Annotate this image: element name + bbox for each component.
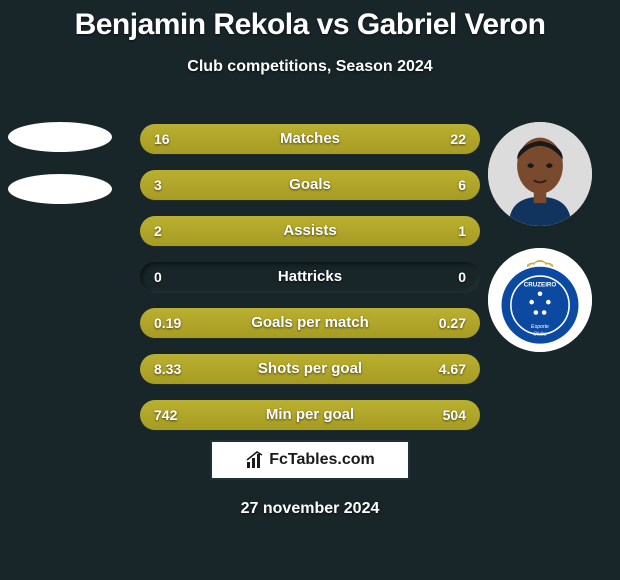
stat-row: 1622Matches	[140, 124, 480, 154]
stat-row: 742504Min per goal	[140, 400, 480, 430]
stats-bars: 1622Matches 36Goals 21Assists 00Hattricks 0.…	[140, 124, 480, 446]
brand-box: FcTables.com	[210, 440, 410, 480]
generated-date: 27 november 2024	[0, 500, 620, 518]
stat-row: 8.334.67Shots per goal	[140, 354, 480, 384]
stat-row: 36Goals	[140, 170, 480, 200]
left-player-avatar-placeholder	[8, 122, 112, 152]
player-face-icon	[488, 122, 592, 226]
stat-row: 00Hattricks	[140, 262, 480, 292]
right-club-badge: CRUZEIRO Esporte Clube	[488, 248, 592, 352]
comparison-subtitle: Club competitions, Season 2024	[0, 58, 620, 76]
brand-chart-icon	[245, 450, 265, 470]
club-badge-text-bot: Clube	[533, 331, 547, 337]
stat-row: 0.190.27Goals per match	[140, 308, 480, 338]
club-badge-text-mid: Esporte	[531, 324, 549, 330]
stat-label: Min per goal	[140, 400, 480, 430]
right-player-column: CRUZEIRO Esporte Clube	[488, 122, 592, 352]
stat-label: Assists	[140, 216, 480, 246]
stat-label: Shots per goal	[140, 354, 480, 384]
left-club-badge-placeholder	[8, 174, 112, 204]
comparison-title: Benjamin Rekola vs Gabriel Veron	[0, 0, 620, 42]
club-badge-icon: CRUZEIRO Esporte Clube	[488, 248, 592, 352]
stat-label: Goals per match	[140, 308, 480, 338]
stat-label: Matches	[140, 124, 480, 154]
stat-label: Hattricks	[140, 262, 480, 292]
stat-label: Goals	[140, 170, 480, 200]
stat-row: 21Assists	[140, 216, 480, 246]
left-player-column	[8, 122, 112, 204]
brand-text: FcTables.com	[269, 451, 375, 469]
club-badge-text-top: CRUZEIRO	[524, 281, 557, 288]
right-player-avatar	[488, 122, 592, 226]
